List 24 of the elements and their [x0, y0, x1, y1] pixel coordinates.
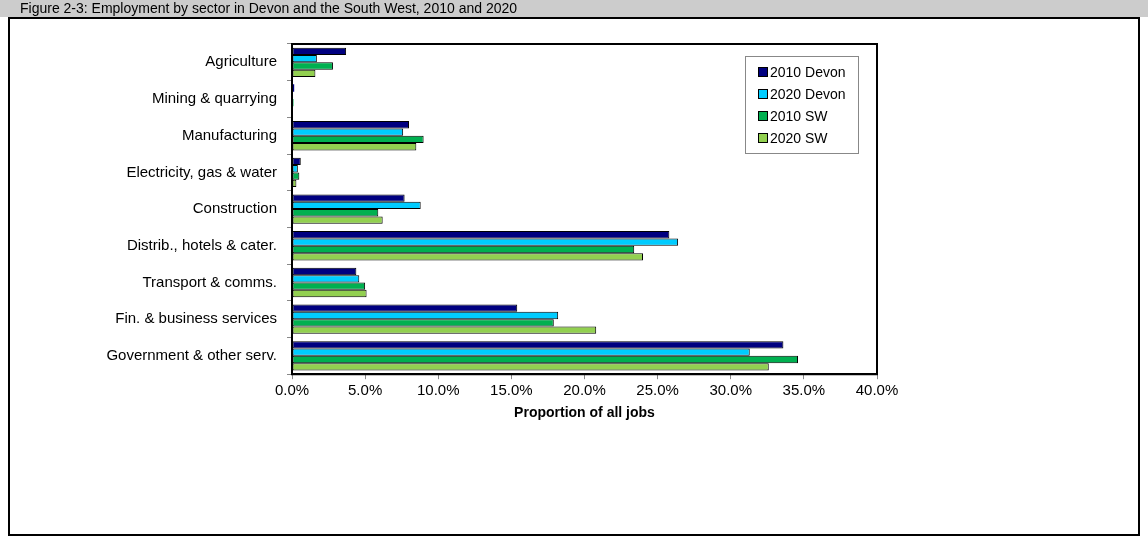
y-tick-label: Distrib., hotels & cater. — [126, 235, 277, 253]
x-tick-label: 35.0% — [782, 381, 826, 399]
y-tick-label: Mining & quarrying — [151, 89, 277, 107]
y-tick-label: Agriculture — [205, 52, 277, 70]
x-tick-label: 30.0% — [709, 381, 753, 399]
y-tick-label: Government & other serv. — [106, 346, 277, 363]
x-tick-label: 20.0% — [563, 381, 606, 399]
x-tick-label: 5.0% — [348, 381, 383, 399]
x-tick-label: 15.0% — [490, 381, 533, 399]
legend-label: 2010 SW — [770, 108, 828, 124]
x-axis-title: Proportion of all jobs — [514, 404, 656, 421]
x-tick-label: 25.0% — [636, 381, 679, 399]
y-tick-label: Fin. & business services — [115, 309, 277, 327]
x-tick-label: 0.0% — [274, 381, 310, 399]
chart-title: Figure 2-3: Employment by sector in Devon and the South West, 2010 and 2020 — [0, 0, 1148, 17]
x-tick-label: 10.0% — [416, 381, 460, 399]
y-tick-label: Transport & comms. — [142, 272, 277, 290]
y-tick-label: Manufacturing — [181, 125, 277, 143]
legend-label: 2020 Devon — [770, 86, 846, 102]
y-tick-label: Electricity, gas & water — [126, 162, 277, 180]
y-tick-label: Construction — [192, 199, 277, 217]
x-tick-label: 40.0% — [855, 381, 899, 399]
legend-label: 2020 SW — [770, 130, 828, 146]
legend-label: 2010 Devon — [770, 64, 846, 80]
